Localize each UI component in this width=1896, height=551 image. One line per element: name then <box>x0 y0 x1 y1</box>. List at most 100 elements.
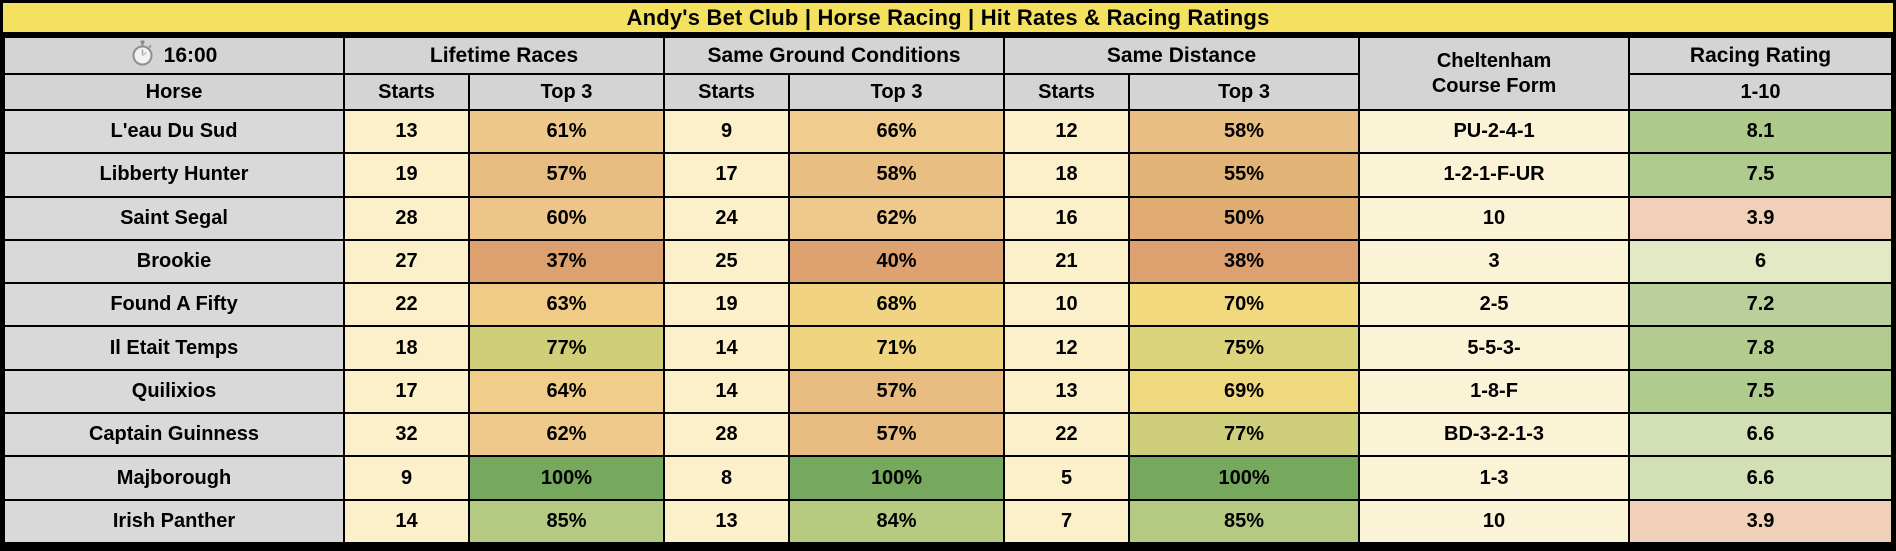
starts-cell: 12 <box>1003 325 1131 371</box>
table-row: Irish Panther 14 85% 13 84% 7 85% 10 3.9 <box>3 498 1893 545</box>
course-form-cell: 5-5-3- <box>1358 325 1631 371</box>
course-form-cell: 1-3 <box>1358 455 1631 501</box>
table-row: Quilixios 17 64% 14 57% 13 69% 1-8-F 7.5 <box>3 368 1893 415</box>
starts-cell: 19 <box>663 282 791 328</box>
table-row: Libberty Hunter 19 57% 17 58% 18 55% 1-2-1-F-UR… <box>3 152 1893 198</box>
starts-cell: 32 <box>343 412 470 458</box>
course-form-cell: 10 <box>1358 195 1631 241</box>
top3-cell: 58% <box>788 152 1006 198</box>
starts-cell: 27 <box>343 238 470 285</box>
top3-cell: 57% <box>788 412 1006 458</box>
starts-cell: 17 <box>343 368 470 415</box>
starts-cell: 14 <box>663 368 791 415</box>
header-row-groups: 16:00 Lifetime Races Same Ground Conditi… <box>3 36 1893 111</box>
column-header-racing-rating: Racing Rating <box>1628 36 1893 75</box>
course-form-cell: PU-2-4-1 <box>1358 108 1631 155</box>
group-header-same-ground: Same Ground Conditions <box>663 36 1006 75</box>
top3-cell: 85% <box>1128 498 1361 545</box>
course-form-cell: 1-2-1-F-UR <box>1358 152 1631 198</box>
top3-cell: 68% <box>788 282 1006 328</box>
table-row: Found A Fifty 22 63% 19 68% 10 70% 2-5 7.2 <box>3 282 1893 328</box>
starts-cell: 9 <box>343 455 470 501</box>
starts-cell: 28 <box>663 412 791 458</box>
top3-cell: 66% <box>788 108 1006 155</box>
column-header-starts-lifetime: Starts <box>343 73 470 111</box>
horse-name: Found A Fifty <box>3 282 345 328</box>
top3-cell: 77% <box>467 325 666 371</box>
horse-name: Il Etait Temps <box>3 325 345 371</box>
starts-cell: 14 <box>343 498 470 545</box>
top3-cell: 69% <box>1128 368 1361 415</box>
starts-cell: 22 <box>1003 412 1131 458</box>
course-form-cell: 10 <box>1358 498 1631 545</box>
column-header-top3-ground: Top 3 <box>788 73 1006 111</box>
horse-name: Quilixios <box>3 368 345 415</box>
header-row-columns: Horse Starts Top 3 Starts Top 3 Starts T… <box>3 73 1893 111</box>
starts-cell: 13 <box>343 108 470 155</box>
table-row: Saint Segal 28 60% 24 62% 16 50% 10 3.9 <box>3 195 1893 241</box>
horse-name: Majborough <box>3 455 345 501</box>
group-header-lifetime: Lifetime Races <box>342 36 666 75</box>
course-form-cell: 3 <box>1358 238 1631 285</box>
rating-cell: 7.8 <box>1628 325 1893 371</box>
top3-cell: 63% <box>467 282 666 328</box>
starts-cell: 21 <box>1003 238 1131 285</box>
starts-cell: 28 <box>343 195 470 241</box>
column-header-starts-distance: Starts <box>1003 73 1131 111</box>
rating-cell: 3.9 <box>1628 498 1893 545</box>
horse-name: Captain Guinness <box>3 412 345 458</box>
starts-cell: 13 <box>1003 368 1131 415</box>
horse-name: Libberty Hunter <box>3 152 345 198</box>
starts-cell: 7 <box>1003 498 1131 545</box>
starts-cell: 16 <box>1003 195 1131 241</box>
starts-cell: 10 <box>1003 282 1131 328</box>
top3-cell: 100% <box>467 455 666 501</box>
top3-cell: 75% <box>1128 325 1361 371</box>
top3-cell: 57% <box>788 368 1006 415</box>
top3-cell: 58% <box>1128 108 1361 155</box>
top3-cell: 60% <box>467 195 666 241</box>
top3-cell: 38% <box>1128 238 1361 285</box>
starts-cell: 8 <box>663 455 791 501</box>
top3-cell: 71% <box>788 325 1006 371</box>
starts-cell: 5 <box>1003 455 1131 501</box>
rating-cell: 6.6 <box>1628 455 1893 501</box>
table-body: L'eau Du Sud 13 61% 9 66% 12 58% PU-2-4-1 8.1 Lib… <box>3 108 1893 545</box>
table-row: L'eau Du Sud 13 61% 9 66% 12 58% PU-2-4-1 8.1 <box>3 108 1893 155</box>
starts-cell: 13 <box>663 498 791 545</box>
top3-cell: 85% <box>467 498 666 545</box>
table-row: Brookie 27 37% 25 40% 21 38% 3 6 <box>3 238 1893 285</box>
column-header-rating-scale: 1-10 <box>1628 73 1893 111</box>
starts-cell: 18 <box>1003 152 1131 198</box>
table-row: Captain Guinness 32 62% 28 57% 22 77% BD-3-2-1-… <box>3 412 1893 458</box>
top3-cell: 84% <box>788 498 1006 545</box>
top3-cell: 57% <box>467 152 666 198</box>
top3-cell: 55% <box>1128 152 1361 198</box>
rating-cell: 8.1 <box>1628 108 1893 155</box>
page-title: Andy's Bet Club | Horse Racing | Hit Rat… <box>3 3 1893 36</box>
column-header-horse: Horse <box>3 73 345 111</box>
top3-cell: 37% <box>467 238 666 285</box>
starts-cell: 14 <box>663 325 791 371</box>
starts-cell: 17 <box>663 152 791 198</box>
top3-cell: 62% <box>788 195 1006 241</box>
starts-cell: 9 <box>663 108 791 155</box>
table-row: Il Etait Temps 18 77% 14 71% 12 75% 5-5-3- 7.8 <box>3 325 1893 371</box>
rating-cell: 3.9 <box>1628 195 1893 241</box>
stopwatch-icon <box>131 40 154 72</box>
rating-cell: 7.5 <box>1628 368 1893 415</box>
rating-cell: 7.5 <box>1628 152 1893 198</box>
rating-cell: 6 <box>1628 238 1893 285</box>
rating-cell: 7.2 <box>1628 282 1893 328</box>
starts-cell: 19 <box>343 152 470 198</box>
starts-cell: 18 <box>343 325 470 371</box>
starts-cell: 22 <box>343 282 470 328</box>
horse-name: L'eau Du Sud <box>3 108 345 155</box>
top3-cell: 50% <box>1128 195 1361 241</box>
column-header-top3-lifetime: Top 3 <box>467 73 666 111</box>
rating-cell: 6.6 <box>1628 412 1893 458</box>
starts-cell: 24 <box>663 195 791 241</box>
starts-cell: 25 <box>663 238 791 285</box>
ratings-table: 16:00 Lifetime Races Same Ground Conditi… <box>3 36 1893 545</box>
